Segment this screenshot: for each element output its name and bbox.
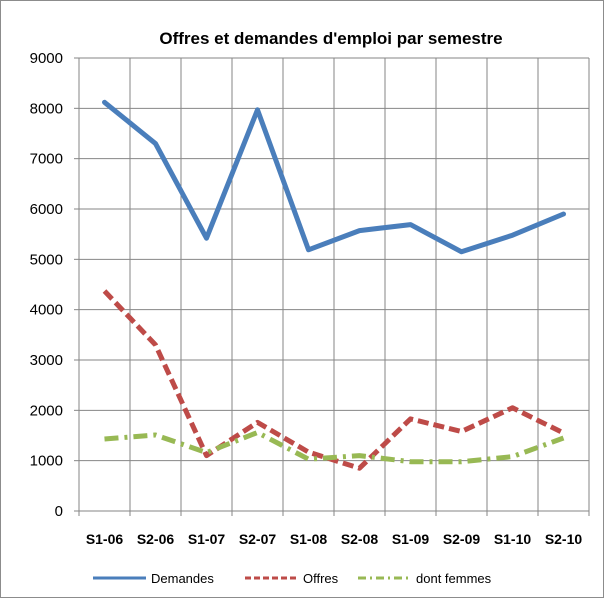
data-point-offres [459, 429, 464, 434]
y-tick-label: 2000 [30, 402, 63, 419]
data-point-offres [255, 420, 260, 425]
data-point-demandes [102, 100, 107, 105]
data-point-demandes [510, 233, 515, 238]
data-point-dont-femmes [357, 453, 362, 458]
y-tick-label: 1000 [30, 453, 63, 470]
series-line-offres [102, 289, 565, 471]
y-tick-label: 5000 [30, 251, 63, 268]
y-tick-label: 0 [55, 503, 63, 520]
data-point-offres [510, 405, 515, 410]
data-point-offres [357, 466, 362, 471]
data-point-demandes [204, 236, 209, 241]
data-point-dont-femmes [255, 430, 260, 435]
data-point-demandes [306, 247, 311, 252]
series-line-dont-femmes [104, 430, 565, 465]
x-tick-label: S2-09 [443, 531, 481, 547]
legend: Demandes Offres dont femmes [93, 571, 492, 586]
y-tick-label: 9000 [30, 50, 63, 67]
axis-layer: 0 1000 2000 3000 4000 5000 6000 7000 8000 9000 S1-… [30, 50, 590, 547]
data-point-dont-femmes [408, 459, 413, 464]
data-point-demandes [153, 141, 158, 146]
x-tick-label: S1-06 [86, 531, 124, 547]
data-point-dont-femmes [510, 454, 515, 459]
data-point-demandes [459, 249, 464, 254]
data-point-dont-femmes [459, 459, 464, 464]
chart-title: Offres et demandes d'emploi par semestre [159, 29, 502, 48]
data-point-offres [153, 342, 158, 347]
data-point-dont-femmes [306, 457, 311, 462]
series-line-demandes [102, 99, 566, 255]
data-point-demandes [561, 212, 566, 217]
data-point-demandes [255, 107, 260, 112]
data-point-offres [561, 430, 566, 435]
data-point-offres [306, 450, 311, 455]
y-tick-label: 4000 [30, 302, 63, 319]
legend-label-offres: Offres [303, 571, 339, 586]
data-point-dont-femmes [204, 450, 209, 455]
y-tick-label: 7000 [30, 151, 63, 168]
y-tick-label: 3000 [30, 352, 63, 369]
x-tick-label: S2-06 [137, 531, 175, 547]
x-tick-label: S2-07 [239, 531, 277, 547]
x-tick-label: S1-08 [290, 531, 328, 547]
data-point-dont-femmes [561, 436, 566, 441]
data-point-demandes [408, 222, 413, 227]
data-point-dont-femmes [102, 437, 107, 442]
x-tick-label: S1-07 [188, 531, 226, 547]
x-tick-label: S2-08 [341, 531, 379, 547]
legend-label-dont-femmes: dont femmes [416, 571, 492, 586]
y-tick-label: 6000 [30, 201, 63, 218]
data-point-demandes [357, 228, 362, 233]
series-layer [102, 99, 566, 471]
x-tick-label: S1-10 [494, 531, 532, 547]
x-tick-label: S2-10 [545, 531, 583, 547]
x-tick-label: S1-09 [392, 531, 430, 547]
data-point-offres [102, 289, 107, 294]
y-tick-label: 8000 [30, 100, 63, 117]
grid-layer [79, 57, 590, 511]
legend-label-demandes: Demandes [151, 571, 214, 586]
data-point-dont-femmes [153, 432, 158, 437]
data-point-offres [408, 416, 413, 421]
